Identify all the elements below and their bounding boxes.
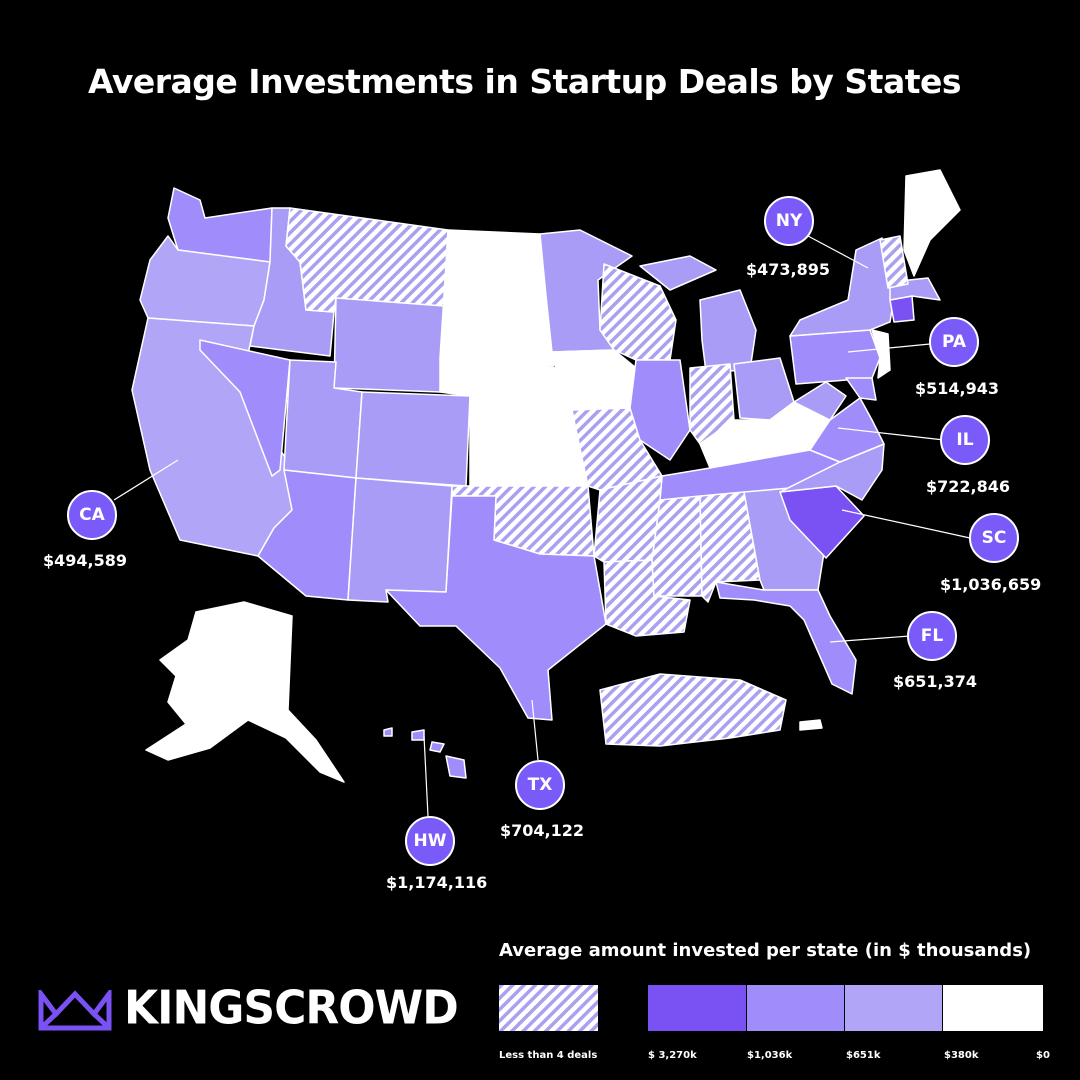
callout-sc-amount: $1,036,659 xyxy=(940,575,1042,594)
leader-pa xyxy=(847,343,931,353)
callout-fl-badge: FL xyxy=(907,611,957,661)
legend-tick: $1,036k xyxy=(747,1050,793,1061)
legend-tick: $0 xyxy=(1036,1050,1050,1061)
callout-ny-badge: NY xyxy=(764,196,814,246)
state-ar xyxy=(593,475,663,563)
legend-swatch-hatched xyxy=(499,985,598,1031)
leader-fl xyxy=(829,635,911,643)
leader-il xyxy=(837,427,945,441)
state-ak xyxy=(145,601,345,783)
legend-tick: $651k xyxy=(846,1050,881,1061)
callout-fl-amount: $651,374 xyxy=(893,672,978,691)
callout-il-badge: IL xyxy=(940,415,990,465)
state-mt xyxy=(285,207,449,313)
state-wv xyxy=(793,381,847,421)
callout-hw-badge: HW xyxy=(405,816,455,866)
callout-hw-amount: $1,174,116 xyxy=(386,873,488,892)
state-vt-nh xyxy=(879,235,909,289)
state-wy xyxy=(333,297,445,393)
callout-sc-badge: SC xyxy=(969,513,1019,563)
page-title: Average Investments in Startup Deals by … xyxy=(88,62,962,101)
callout-ca-amount: $494,589 xyxy=(43,551,128,570)
leader-sc xyxy=(841,509,971,539)
brand-wordmark: KINGSCROWD xyxy=(124,981,459,1036)
state-fl xyxy=(715,581,857,695)
state-md xyxy=(845,377,877,401)
state-ny xyxy=(789,237,895,337)
legend-tick: $380k xyxy=(944,1050,979,1061)
callout-ca-badge: CA xyxy=(67,490,117,540)
callout-tx-badge: TX xyxy=(515,760,565,810)
legend-swatch-tier3 xyxy=(845,985,942,1031)
legend-swatch-tier4 xyxy=(943,985,1043,1031)
legend-tick: $ 3,270k xyxy=(648,1050,697,1061)
leader-tx xyxy=(531,699,539,761)
callout-il-amount: $722,846 xyxy=(926,477,1011,496)
state-tx xyxy=(385,495,607,721)
callout-pa-badge: PA xyxy=(929,317,979,367)
state-nj xyxy=(871,329,891,379)
state-pa xyxy=(789,329,881,385)
kingscrowd-crown-icon xyxy=(38,990,112,1031)
state-ks xyxy=(469,419,589,487)
legend-hatched-label: Less than 4 deals xyxy=(499,1050,598,1061)
callout-ny-amount: $473,895 xyxy=(746,260,831,279)
state-me xyxy=(903,169,961,277)
leader-ny xyxy=(807,235,869,269)
state-nm xyxy=(347,477,453,603)
legend-title: Average amount invested per state (in $ … xyxy=(499,940,1032,961)
legend-swatch-tier2 xyxy=(747,985,844,1031)
territory-pr xyxy=(599,673,787,747)
callout-pa-amount: $514,943 xyxy=(915,379,1000,398)
state-co xyxy=(355,391,471,487)
legend-swatch-tier1 xyxy=(648,985,746,1031)
territory-vi xyxy=(799,719,823,731)
leader-hw xyxy=(423,735,429,817)
state-il xyxy=(629,359,691,461)
callout-tx-amount: $704,122 xyxy=(500,821,585,840)
leader-ca xyxy=(113,459,179,501)
state-nd xyxy=(443,229,547,297)
state-ms xyxy=(651,495,703,597)
state-sd xyxy=(439,295,555,367)
